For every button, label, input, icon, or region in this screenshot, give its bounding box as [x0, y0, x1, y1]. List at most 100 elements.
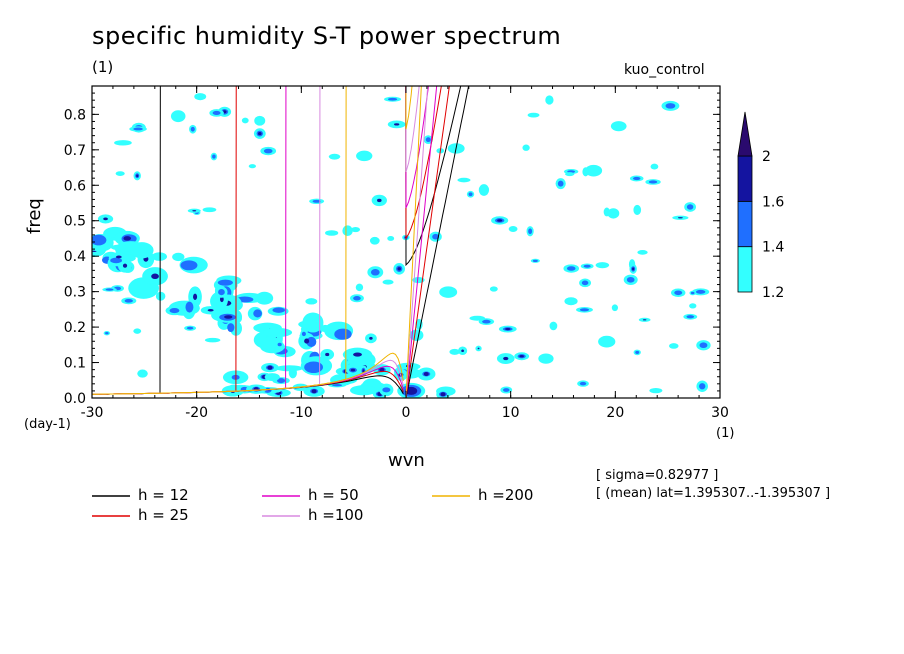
- spectrum-patch: [377, 198, 382, 203]
- spectrum-patch: [334, 328, 352, 340]
- spectrum-shading: [92, 93, 711, 398]
- spectrum-patch: [370, 268, 380, 276]
- y-tick-label: 0.5: [64, 214, 86, 230]
- y-tick-label: 0.6: [64, 178, 86, 194]
- x-tick-label: 0: [402, 405, 411, 421]
- x-tick-label: -30: [81, 405, 104, 421]
- spectrum-patch: [532, 259, 538, 262]
- x-tick-label: 20: [606, 405, 624, 421]
- spectrum-patch: [115, 255, 122, 259]
- er-wave-curve: [92, 352, 404, 395]
- spectrum-patch: [503, 356, 509, 361]
- spectrum-patch: [190, 126, 195, 132]
- spectrum-patch: [489, 286, 498, 292]
- spectrum-patch: [267, 365, 273, 370]
- legend-item-label: h = 12: [138, 486, 189, 504]
- spectrum-patch: [519, 355, 524, 358]
- spectrum-patch: [220, 296, 224, 303]
- spectrum-patch: [311, 389, 317, 394]
- spectrum-patch: [202, 207, 217, 213]
- spectrum-patch: [254, 115, 266, 126]
- spectrum-patch: [105, 332, 109, 335]
- spectrum-patch: [130, 242, 154, 259]
- x-tick-label: 10: [502, 405, 520, 421]
- spectrum-patch: [325, 352, 330, 357]
- spectrum-patch: [482, 319, 491, 324]
- colorbar-segment: [737, 246, 753, 293]
- spectrum-patch: [632, 176, 641, 181]
- spectrum-patch: [382, 387, 391, 393]
- spectrum-patch: [477, 347, 480, 350]
- spectrum-patch: [581, 280, 589, 286]
- spectrum-patch: [298, 320, 324, 329]
- spectrum-patch: [528, 228, 533, 235]
- y-tick-label: 0.1: [64, 356, 86, 372]
- spectrum-patch: [262, 335, 280, 351]
- spectrum-patch: [394, 123, 400, 126]
- spectrum-patch: [699, 383, 706, 390]
- spectrum-patch: [412, 276, 425, 284]
- spectrum-patch: [342, 225, 353, 237]
- spectrum-patch: [595, 262, 610, 269]
- spectrum-patch: [353, 296, 361, 301]
- spectrum-patch: [585, 164, 603, 177]
- spectrum-patch: [320, 324, 330, 333]
- spectrum-patch: [92, 234, 107, 246]
- spectrum-patch: [227, 323, 235, 332]
- spectrum-patch: [218, 289, 225, 296]
- spectrum-patch: [632, 267, 635, 271]
- spectrum-patch: [626, 276, 635, 283]
- spectrum-patch: [137, 369, 148, 378]
- spectrum-patch: [369, 336, 373, 340]
- spectrum-patch: [382, 279, 394, 285]
- spectrum-patch: [583, 264, 591, 268]
- spectrum-patch: [155, 291, 166, 301]
- spectrum-patch: [677, 217, 683, 219]
- spectrum-patch: [607, 208, 620, 219]
- spectrum-patch: [304, 338, 310, 344]
- spectrum-patch: [635, 350, 640, 354]
- spectrum-patch: [648, 180, 658, 184]
- spectrum-patch: [423, 372, 429, 377]
- spectrum-patch: [699, 342, 708, 349]
- spectrum-patch: [527, 112, 540, 118]
- kelvin-wave-curve: [405, 86, 450, 398]
- spectrum-patch: [150, 283, 159, 293]
- spectrum-patch: [264, 373, 280, 382]
- colorbar-segment: [737, 200, 753, 248]
- spectrum-patch: [133, 127, 143, 131]
- spectrum-patch: [355, 283, 364, 292]
- spectrum-patch: [110, 244, 127, 251]
- colorbar-label: 2: [762, 149, 771, 165]
- spectrum-patch: [306, 336, 317, 347]
- spectrum-patch: [387, 236, 395, 241]
- spectrum-patch: [105, 288, 114, 291]
- x-axis-label: wvn: [388, 450, 425, 471]
- y-tick-label: 0.2: [64, 320, 86, 336]
- spectrum-patch: [207, 309, 214, 312]
- spectrum-patch: [642, 319, 647, 321]
- spectrum-patch: [305, 298, 318, 305]
- spectrum-patch: [263, 327, 293, 338]
- spectrum-patch: [151, 252, 168, 261]
- legend-item-label: h =100: [308, 506, 364, 524]
- spectrum-patch: [522, 144, 530, 151]
- spectrum-patch: [478, 184, 490, 196]
- spectrum-patch: [545, 95, 554, 105]
- spectrum-patch: [369, 236, 380, 245]
- spectrum-patch: [136, 174, 139, 178]
- spectrum-patch: [351, 226, 361, 233]
- legend-item-label: h =200: [478, 486, 534, 504]
- spectrum-patch: [538, 353, 554, 364]
- spectrum-patch: [425, 137, 431, 143]
- spectrum-patch: [103, 217, 108, 221]
- spectrum-patch: [665, 103, 676, 109]
- chart-title: specific humidity S-T power spectrum: [92, 22, 562, 50]
- spectrum-patch: [409, 329, 424, 341]
- dispersion-curve-group: [92, 86, 438, 398]
- spectrum-patch: [170, 110, 186, 123]
- units-label: (1): [92, 58, 114, 76]
- spectrum-patch: [668, 343, 679, 349]
